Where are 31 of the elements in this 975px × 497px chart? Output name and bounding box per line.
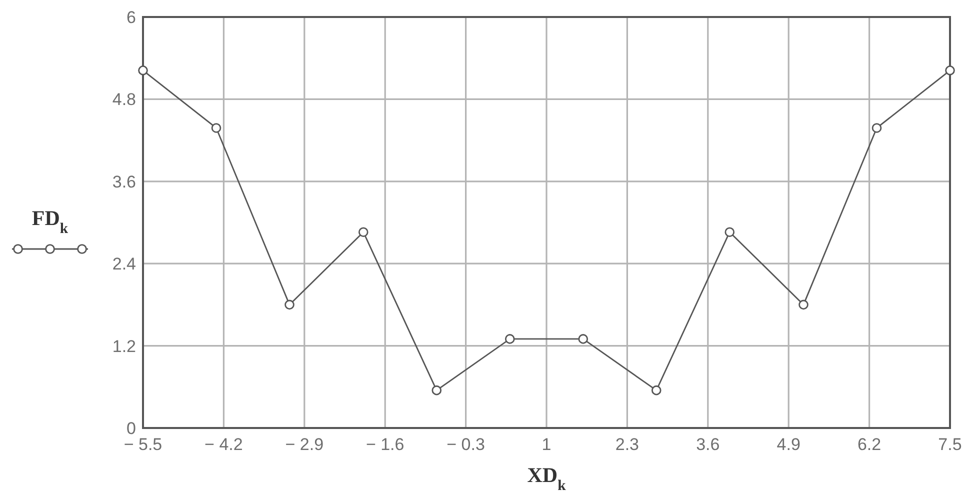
- point: [798, 300, 808, 310]
- point: [578, 334, 588, 344]
- x-tick-label: 3.6: [696, 435, 720, 454]
- point: [284, 300, 294, 310]
- y-tick-label: 3.6: [112, 172, 136, 192]
- x-axis-title: XD$_{k}$: [527, 463, 567, 494]
- point: [945, 66, 955, 76]
- x-tick-label: − 2.9: [285, 435, 324, 454]
- x-tick-label: − 5.5: [124, 435, 162, 454]
- point: [872, 123, 882, 133]
- point: [504, 334, 515, 344]
- x-tick-label: − 4.2: [204, 435, 243, 454]
- x-tick-label: 4.9: [776, 435, 800, 454]
- text: FD$_{k}$: [32, 206, 69, 237]
- point: [138, 66, 148, 76]
- x-tick-label: 2.3: [615, 435, 640, 454]
- x-tick-label: 6.2: [857, 435, 882, 454]
- y-tick-label: 0: [126, 419, 136, 438]
- x-tick-label: − 0.3: [446, 435, 485, 454]
- x-tick-label: 1: [542, 435, 552, 454]
- y-tick-label: 6: [126, 8, 136, 27]
- point: [211, 123, 222, 133]
- point: [651, 385, 662, 396]
- x-tick-label: − 1.6: [366, 435, 404, 454]
- y-tick-label: 2.4: [112, 254, 136, 274]
- point: [724, 227, 735, 237]
- y-tick-label: 4.8: [112, 90, 136, 110]
- y-tick-label: 1.2: [112, 336, 136, 356]
- point: [432, 385, 442, 396]
- point: [358, 227, 368, 237]
- x-tick-label: 7.5: [938, 435, 962, 454]
